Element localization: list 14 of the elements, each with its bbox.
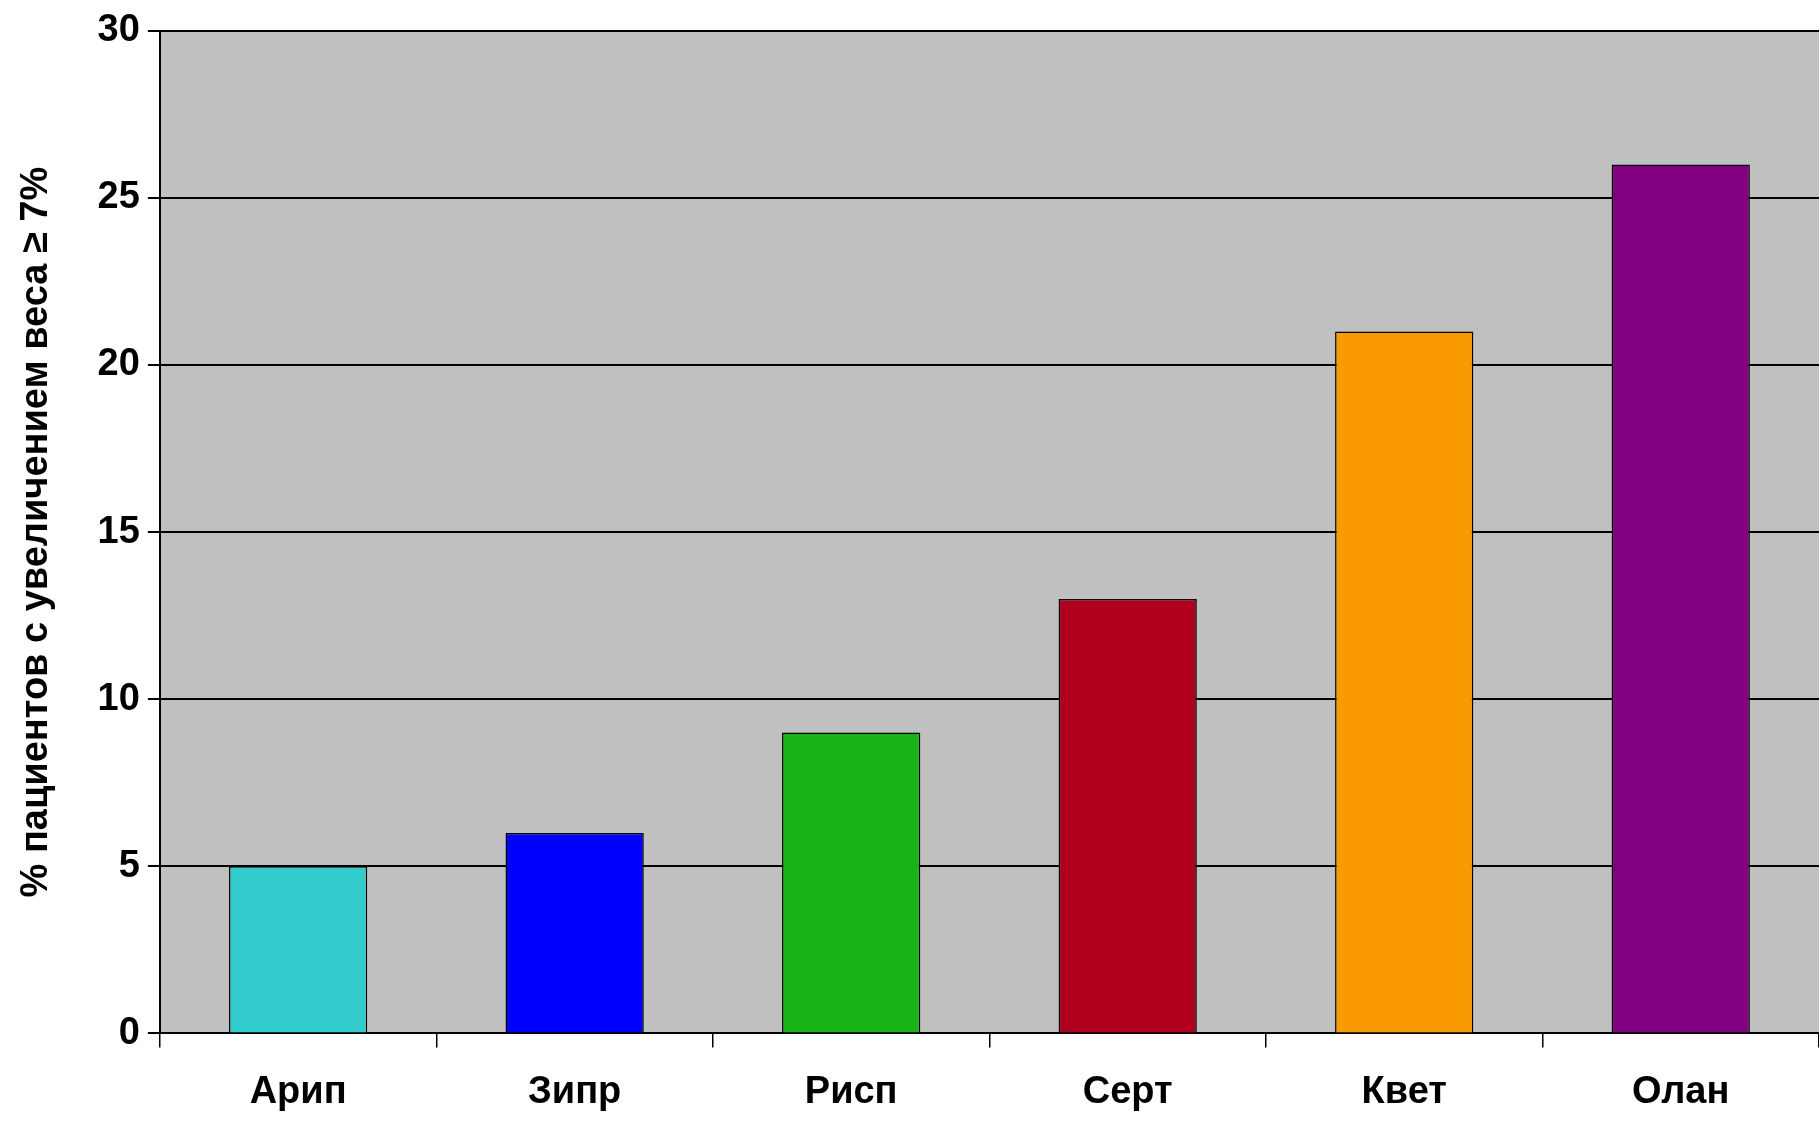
x-tick-label: Олан bbox=[1632, 1068, 1730, 1111]
y-tick-label: 10 bbox=[97, 675, 140, 718]
y-tick-label: 30 bbox=[97, 7, 140, 50]
y-tick-label: 15 bbox=[97, 508, 140, 551]
y-tick-label: 0 bbox=[118, 1009, 140, 1052]
y-tick-label: 25 bbox=[97, 174, 140, 217]
x-tick-label: Зипр bbox=[527, 1068, 622, 1111]
y-tick-label: 20 bbox=[97, 341, 140, 384]
x-tick-label: Рисп bbox=[804, 1068, 898, 1111]
y-axis-title: % пациентов с увеличением веса ≥ 7% bbox=[13, 166, 56, 898]
y-tick-label: 5 bbox=[118, 842, 140, 885]
x-tick-label: Арип bbox=[249, 1068, 347, 1111]
x-tick-label: Квет bbox=[1361, 1068, 1447, 1111]
x-tick-label: Серт bbox=[1082, 1068, 1173, 1111]
